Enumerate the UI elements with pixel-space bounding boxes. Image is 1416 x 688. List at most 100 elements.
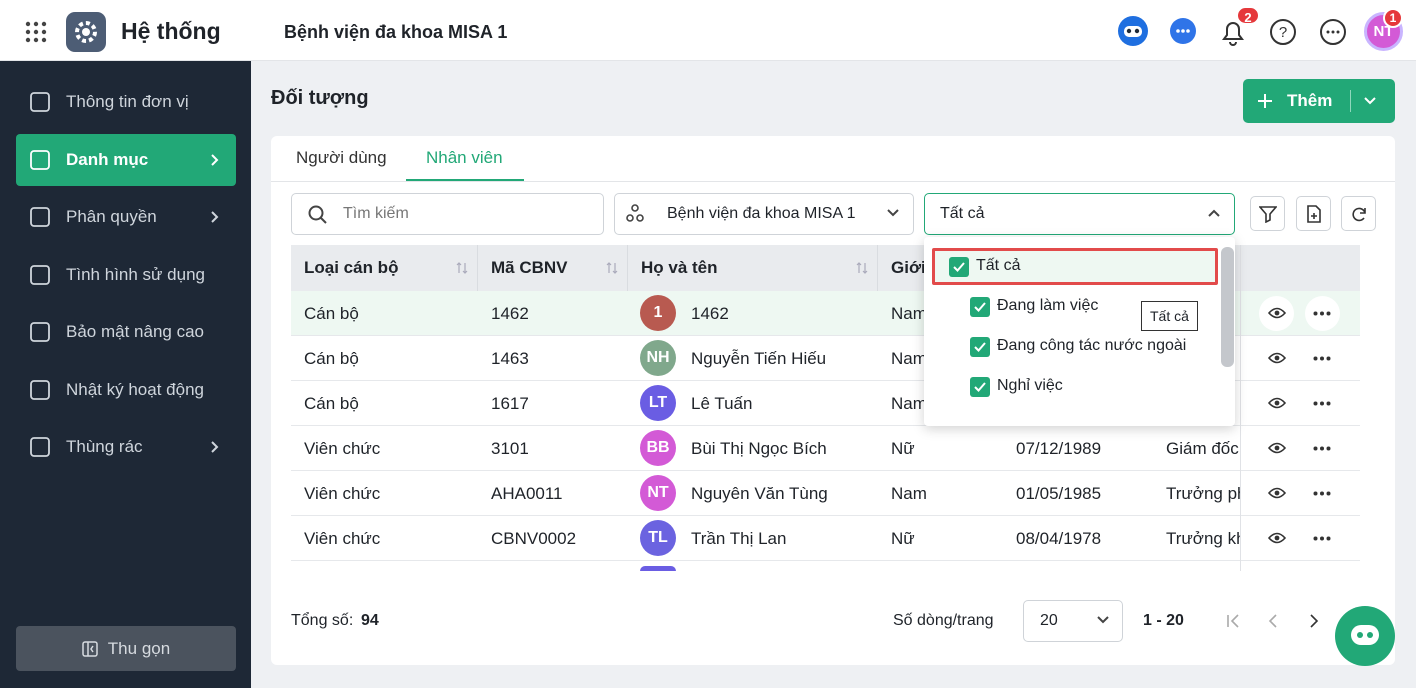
collapse-button[interactable]: Thu gọn [16, 626, 236, 671]
organization-select[interactable] [614, 193, 914, 235]
menu-item[interactable]: Phân quyền [66, 207, 157, 226]
more-icon [1313, 356, 1331, 361]
toolbar-button[interactable] [1250, 196, 1285, 231]
apps-icon[interactable] [25, 21, 47, 43]
notification-badge: 2 [1236, 6, 1260, 25]
menu-item[interactable]: Thùng rác [66, 437, 143, 456]
employee-name: Nguyên Văn Tùng [691, 484, 828, 503]
status-option[interactable]: Tất cả [976, 257, 1021, 274]
add-dropdown-icon[interactable] [1363, 96, 1377, 106]
more-icon [1313, 311, 1331, 316]
user-badge: 1 [1383, 8, 1403, 28]
toolbar-button[interactable] [1341, 196, 1376, 231]
employee-name: Bùi Thị Ngọc Bích [691, 439, 827, 458]
page-range: 1 - 20 [1143, 612, 1184, 629]
option-checkbox[interactable] [970, 337, 990, 357]
prev-page [1268, 614, 1277, 628]
column-header: Loại cán bộ [291, 245, 478, 291]
active-item-bg[interactable] [16, 133, 236, 186]
search-icon [308, 205, 327, 224]
status-option[interactable]: Đang công tác nước ngoài [997, 337, 1187, 354]
filter-icon [1259, 206, 1277, 223]
toolbar-button[interactable] [1296, 196, 1331, 231]
assistant-icon[interactable] [1117, 15, 1149, 47]
more-icon [1313, 401, 1331, 406]
menu-item[interactable]: Thông tin đơn vị [66, 92, 189, 111]
menu-item[interactable]: Bảo mật nâng cao [66, 322, 204, 341]
collapse-label: Thu gọn [107, 638, 171, 658]
org-icon [626, 204, 644, 222]
column-divider [1240, 245, 1241, 571]
chat-bubble[interactable] [1335, 606, 1395, 666]
menu-icon [30, 149, 50, 170]
table-cell: CBNV0002 [491, 528, 577, 548]
menu-arrow [211, 441, 219, 453]
table-cell: Viên chức [304, 438, 381, 458]
table-row[interactable] [291, 336, 1360, 381]
search-placeholder: Tìm kiếm [343, 205, 409, 222]
table-row[interactable] [291, 516, 1360, 561]
search-box[interactable] [291, 193, 604, 235]
partial-avatar [640, 566, 676, 571]
table-cell: 08/04/1978 [1016, 528, 1102, 548]
table-cell: AHA0011 [491, 483, 563, 503]
chat-icon[interactable] [1168, 16, 1198, 46]
table-cell: Nữ [891, 438, 915, 458]
table-row[interactable] [291, 426, 1360, 471]
table-cell: Viên chức [304, 483, 381, 503]
page-size-select[interactable] [1023, 600, 1123, 642]
first-page [1227, 614, 1239, 628]
sort-icon [856, 262, 868, 274]
tab[interactable]: Nhân viên [426, 148, 503, 167]
option-checkbox[interactable] [970, 377, 990, 397]
organization-name[interactable]: Bệnh viện đa khoa MISA 1 [284, 22, 508, 42]
page-size-label: Số dòng/trang [893, 612, 994, 629]
employee-name: 1462 [691, 304, 729, 323]
svg-text:?: ? [1279, 24, 1287, 41]
table-cell: Viên chức [304, 528, 381, 548]
table-cell: 3101 [491, 438, 529, 458]
option-checkbox[interactable] [970, 297, 990, 317]
option-checkbox[interactable] [949, 257, 969, 277]
chevron-down [887, 209, 899, 217]
table-row[interactable] [291, 471, 1360, 516]
table-cell: 1462 [491, 303, 529, 323]
menu-item[interactable]: Tình hình sử dụng [66, 264, 205, 284]
check-icon [953, 262, 965, 272]
status-option[interactable]: Nghỉ việc [997, 377, 1063, 394]
tab[interactable]: Người dùng [296, 148, 387, 167]
check-icon [974, 302, 986, 312]
view-icon [1268, 397, 1286, 409]
table-cell: Giám đốc [1166, 438, 1239, 458]
column-header: Mã CBNV [478, 245, 628, 291]
table-cell: Cán bộ [304, 303, 359, 323]
app-logo [66, 12, 106, 52]
view-icon [1268, 487, 1286, 499]
notification-icon[interactable] [1219, 17, 1247, 47]
sort-icon [606, 262, 618, 274]
table-cell: Nam [891, 393, 927, 413]
table-cell: Cán bộ [304, 348, 359, 368]
more-icon[interactable] [1319, 18, 1347, 46]
menu-item[interactable]: Nhật ký hoạt động [66, 379, 204, 399]
status-select[interactable] [924, 193, 1235, 235]
avatar: LT [640, 385, 676, 421]
refresh-icon [1352, 207, 1366, 222]
menu-icon [30, 92, 50, 112]
view-icon [1268, 352, 1286, 364]
menu-icon [30, 264, 50, 285]
help-icon[interactable]: ? [1269, 18, 1297, 46]
table-cell: 1463 [491, 348, 529, 368]
avatar: NH [640, 340, 676, 376]
more-icon [1313, 491, 1331, 496]
total-value: 94 [361, 612, 379, 629]
table-cell: Trưởng phòng [1166, 483, 1240, 503]
table-row[interactable] [291, 381, 1360, 426]
dropdown-scrollbar [1221, 247, 1234, 367]
add-button[interactable]: Thêm [1243, 79, 1395, 123]
status-option[interactable]: Đang làm việc [997, 297, 1099, 314]
menu-item[interactable]: Danh mục [66, 149, 149, 169]
employee-name: Lê Tuấn [691, 394, 753, 413]
plus-icon [1258, 94, 1272, 108]
